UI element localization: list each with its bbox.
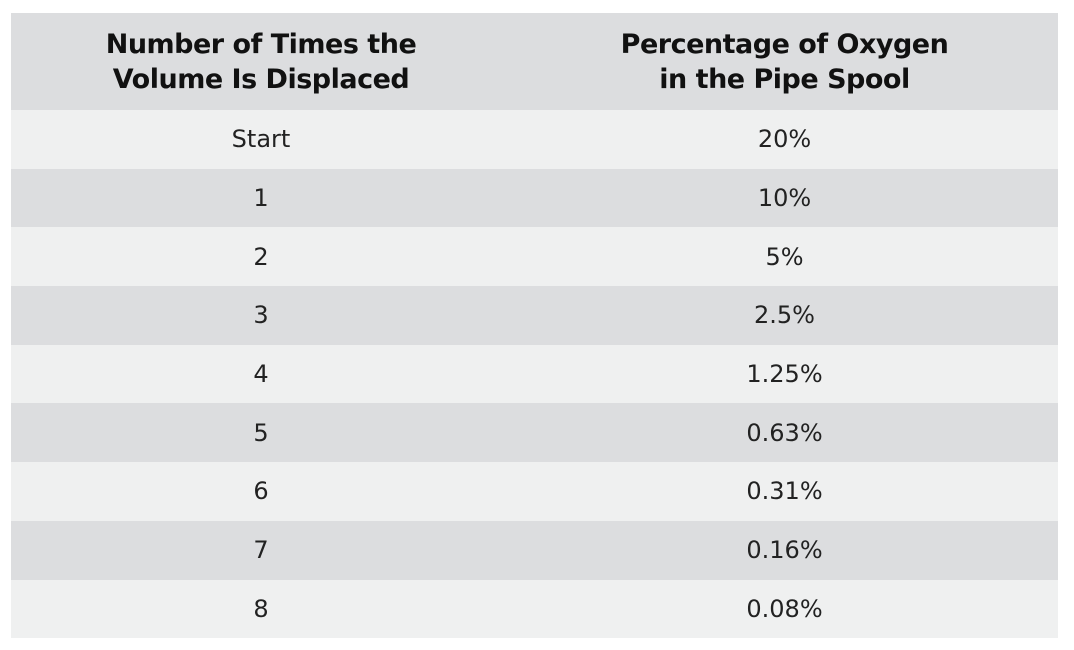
cell-times: 7 [11,520,511,580]
cell-oxygen: 5% [511,227,1058,287]
cell-oxygen: 0.63% [511,403,1058,463]
oxygen-displacement-table-container: Number of Times the Volume Is Displaced … [11,13,1058,639]
cell-oxygen: 2.5% [511,286,1058,345]
cell-times: Start [11,110,511,169]
cell-times: 4 [11,344,511,404]
table-row: 6 0.31% [11,462,1058,521]
table-row: 1 10% [11,168,1058,228]
header-times-displaced: Number of Times the Volume Is Displaced [11,13,511,110]
cell-times: 2 [11,227,511,287]
cell-oxygen: 0.08% [511,579,1058,639]
cell-oxygen: 20% [511,110,1058,169]
table-row: 4 1.25% [11,344,1058,404]
header-oxygen-line2: in the Pipe Spool [659,63,910,95]
cell-oxygen: 0.16% [511,520,1058,580]
header-oxygen-line1: Percentage of Oxygen [620,28,949,60]
cell-times: 8 [11,579,511,639]
header-times-line2: Volume Is Displaced [112,63,410,95]
header-row: Number of Times the Volume Is Displaced … [11,13,1058,110]
table-row: 7 0.16% [11,520,1058,580]
header-times-line1: Number of Times the [105,28,417,60]
cell-oxygen: 1.25% [511,344,1058,404]
oxygen-displacement-table: Number of Times the Volume Is Displaced … [11,13,1058,639]
cell-oxygen: 10% [511,168,1058,228]
table-row: 5 0.63% [11,403,1058,463]
table-row: 2 5% [11,227,1058,287]
table-row: 3 2.5% [11,286,1058,345]
table-header: Number of Times the Volume Is Displaced … [11,13,1058,110]
table-row: Start 20% [11,110,1058,169]
cell-times: 1 [11,168,511,228]
cell-times: 5 [11,403,511,463]
cell-oxygen: 0.31% [511,462,1058,521]
table-row: 8 0.08% [11,579,1058,639]
table-body: Start 20% 1 10% 2 5% 3 2.5% 4 1.25% 5 0.… [11,110,1058,639]
cell-times: 6 [11,462,511,521]
header-oxygen-percentage: Percentage of Oxygen in the Pipe Spool [511,13,1058,110]
cell-times: 3 [11,286,511,345]
